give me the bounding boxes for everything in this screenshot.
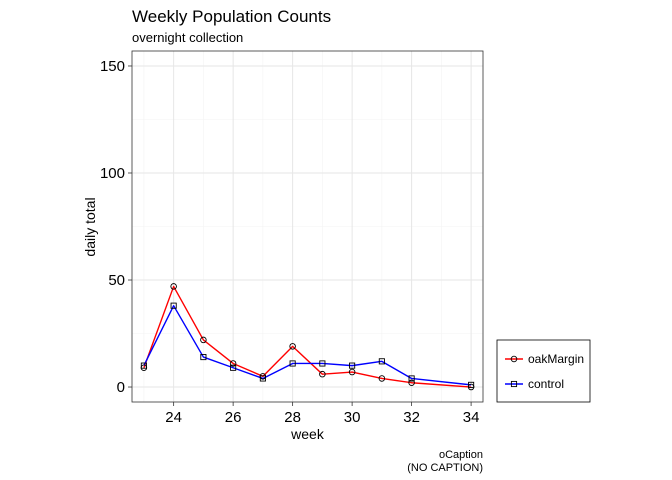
data-point-oakMargin bbox=[289, 343, 296, 350]
data-point-control bbox=[259, 375, 266, 382]
y-axis-ticks: 0 50 100 150 bbox=[100, 58, 132, 396]
data-point-control bbox=[200, 354, 207, 361]
y-tick-label: 150 bbox=[100, 58, 125, 75]
data-point-oakMargin bbox=[200, 336, 207, 344]
x-tick-label: 28 bbox=[284, 409, 301, 426]
data-point-oakMargin bbox=[408, 379, 415, 386]
major-gridlines bbox=[132, 51, 483, 402]
x-tick-label: 30 bbox=[344, 409, 361, 426]
x-tick-label: 32 bbox=[403, 409, 420, 426]
legend-label: control bbox=[528, 377, 564, 391]
x-tick-label: 34 bbox=[463, 409, 480, 426]
data-point-oakMargin bbox=[378, 375, 386, 382]
data-point-oakMargin bbox=[170, 283, 177, 290]
data-point-oakMargin bbox=[348, 368, 356, 376]
series-points bbox=[140, 283, 475, 391]
x-tick-label: 26 bbox=[225, 409, 242, 426]
data-point-control bbox=[468, 381, 475, 388]
chart-subtitle: overnight collection bbox=[132, 30, 243, 45]
plot-panel-border bbox=[131, 50, 484, 403]
data-point-oakMargin bbox=[319, 370, 326, 378]
y-axis-label: daily total bbox=[82, 197, 98, 256]
legend-key-marker bbox=[510, 355, 518, 363]
data-point-control bbox=[319, 360, 326, 367]
data-point-control bbox=[170, 302, 177, 309]
minor-gridlines bbox=[132, 51, 483, 402]
legend-box bbox=[496, 339, 591, 403]
y-tick-label: 0 bbox=[117, 379, 125, 396]
x-axis-label: week bbox=[290, 426, 325, 442]
y-tick-label: 100 bbox=[100, 165, 125, 182]
y-tick-label: 50 bbox=[108, 272, 125, 289]
data-point-control bbox=[349, 362, 356, 369]
x-tick-label: 24 bbox=[165, 409, 182, 426]
data-point-control bbox=[289, 360, 296, 367]
x-axis-ticks: 24 26 28 30 32 34 bbox=[165, 402, 479, 426]
caption-line-2: (NO CAPTION) bbox=[407, 462, 483, 474]
legend-label: oakMargin bbox=[528, 352, 584, 366]
caption-line-1: oCaption bbox=[439, 449, 483, 461]
series-lines bbox=[143, 285, 472, 388]
data-point-control bbox=[408, 375, 415, 382]
data-point-control bbox=[140, 362, 147, 369]
data-point-oakMargin bbox=[229, 360, 237, 367]
series-line-control bbox=[143, 304, 472, 386]
data-point-control bbox=[378, 358, 385, 365]
legend-key-marker bbox=[510, 380, 518, 388]
chart-title: Weekly Population Counts bbox=[132, 7, 331, 26]
series-line-oakMargin bbox=[143, 285, 472, 388]
legend: oakMargin control bbox=[496, 339, 591, 403]
data-point-control bbox=[230, 364, 237, 371]
